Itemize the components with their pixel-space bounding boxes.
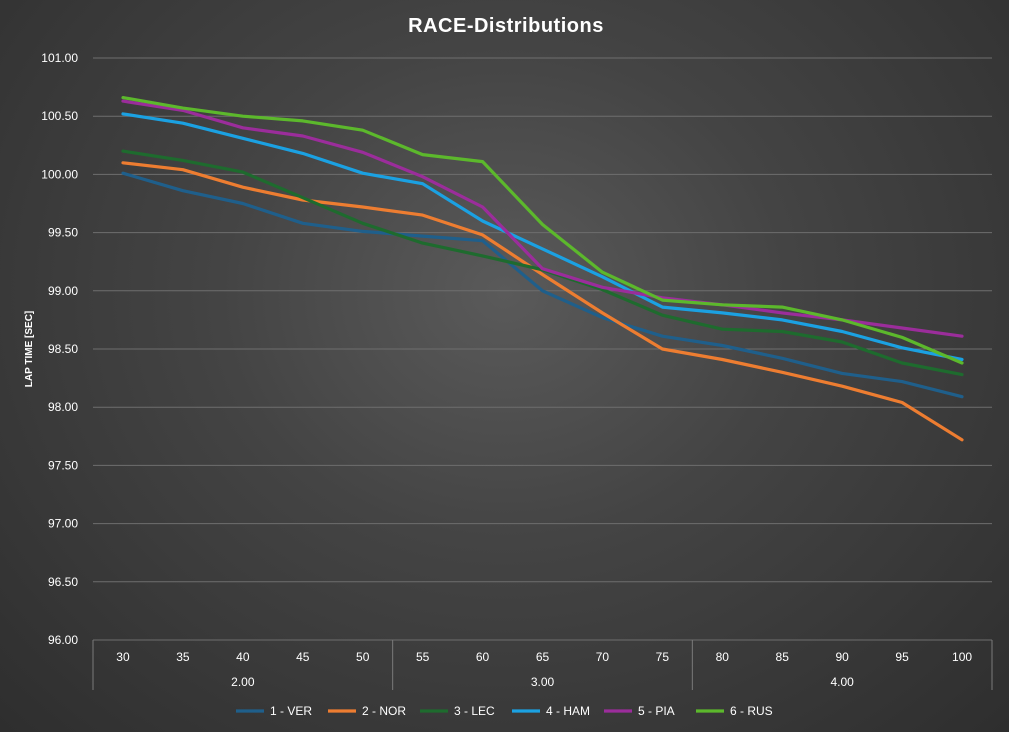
x-tick-label: 95 (895, 650, 909, 664)
legend-label: 1 - VER (270, 704, 312, 718)
y-tick-label: 101.00 (41, 51, 78, 65)
legend-label: 2 - NOR (362, 704, 406, 718)
y-tick-label: 100.00 (41, 167, 78, 181)
legend-label: 3 - LEC (454, 704, 495, 718)
series-line-2-nor (121, 161, 964, 442)
x-group-label: 2.00 (231, 675, 255, 689)
y-tick-label: 100.50 (41, 109, 78, 123)
series-line-6-rus (121, 95, 964, 365)
x-tick-label: 70 (596, 650, 610, 664)
x-group-label: 4.00 (830, 675, 854, 689)
y-tick-label: 97.50 (48, 458, 78, 472)
x-tick-label: 30 (116, 650, 130, 664)
x-tick-label: 60 (476, 650, 490, 664)
series-line-4-ham (121, 112, 964, 362)
y-tick-label: 96.00 (48, 633, 78, 647)
x-tick-label: 80 (716, 650, 730, 664)
x-tick-label: 65 (536, 650, 550, 664)
series-line-1-ver (121, 171, 964, 399)
x-axis: 30 35 40 45 50 55 60 65 70 75 80 85 90 95 100 2.00 3.00 4… (92, 640, 993, 690)
legend-label: 5 - PIA (638, 704, 675, 718)
x-tick-label: 90 (835, 650, 849, 664)
x-tick-label: 75 (656, 650, 670, 664)
x-tick-label: 100 (952, 650, 972, 664)
chart-title: RACE-Distributions (408, 15, 604, 37)
x-tick-label: 35 (176, 650, 190, 664)
x-tick-label: 50 (356, 650, 370, 664)
y-tick-label: 98.50 (48, 342, 78, 356)
y-tick-label: 99.50 (48, 226, 78, 240)
gridlines (93, 57, 992, 641)
legend: 1 - VER 2 - NOR 3 - LEC 4 - HAM 5 - PIA 6 - R… (236, 704, 773, 718)
legend-label: 4 - HAM (546, 704, 590, 718)
y-tick-label: 96.50 (48, 575, 78, 589)
y-tick-label: 99.00 (48, 284, 78, 298)
series-line-5-pia (121, 99, 964, 338)
series-line-3-lec (121, 149, 964, 377)
series-lines (121, 95, 964, 442)
x-tick-label: 85 (776, 650, 790, 664)
y-tick-label: 98.00 (48, 400, 78, 414)
y-tick-label: 97.00 (48, 517, 78, 531)
x-tick-label: 40 (236, 650, 250, 664)
x-tick-label: 55 (416, 650, 430, 664)
y-axis-label: LAP TIME [SEC] (24, 311, 35, 387)
y-axis-ticks: 96.00 96.50 97.00 97.50 98.00 98.50 99.00 99.50… (41, 51, 78, 647)
x-group-label: 3.00 (531, 675, 555, 689)
legend-label: 6 - RUS (730, 704, 773, 718)
x-tick-label: 45 (296, 650, 310, 664)
